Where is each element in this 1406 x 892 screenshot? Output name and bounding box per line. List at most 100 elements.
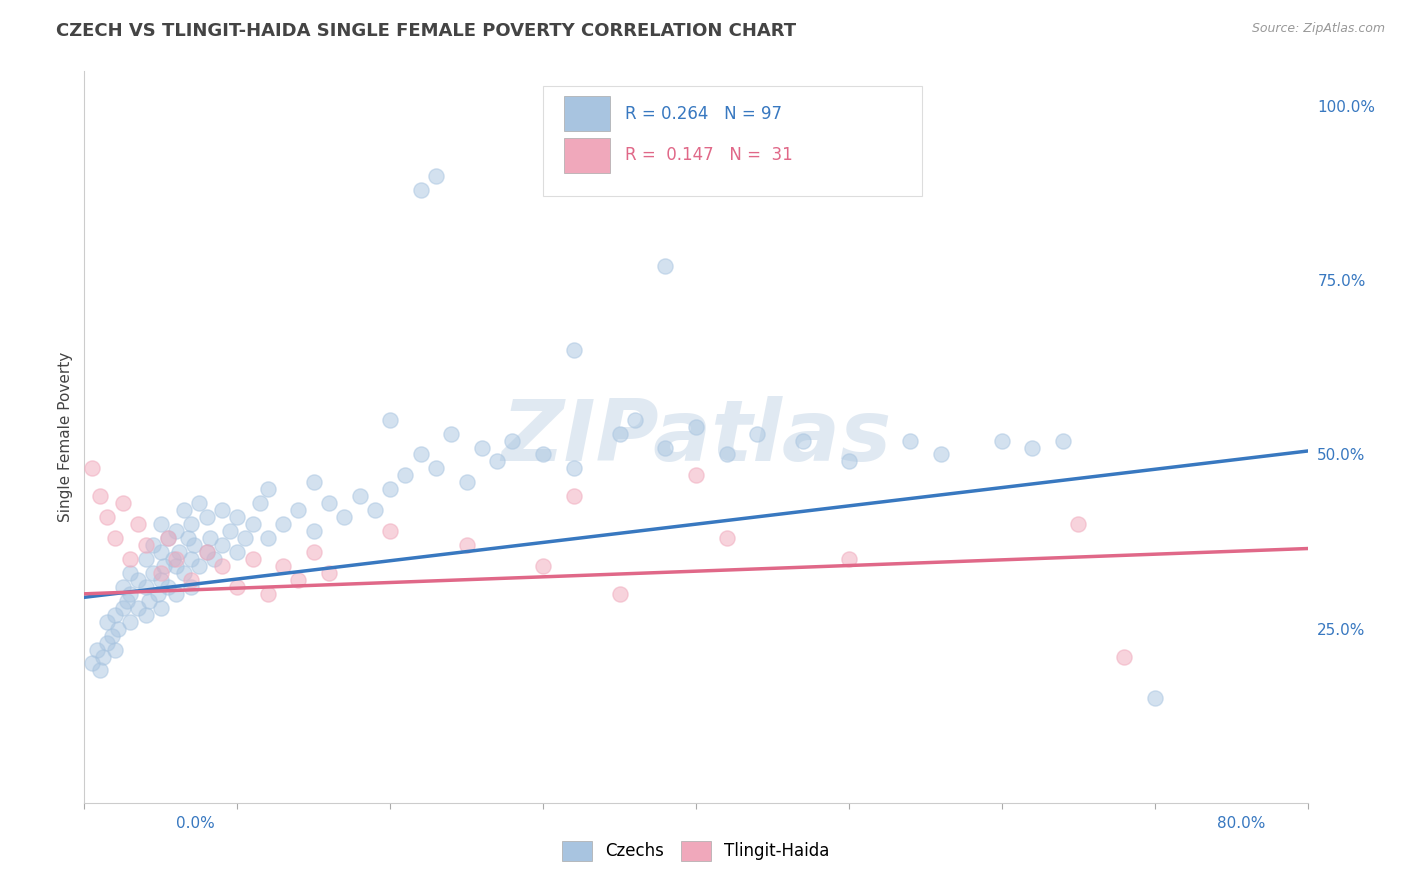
Point (177, 531, 200, 545)
Point (333, 510, 356, 524)
Point (157, 531, 180, 545)
Point (302, 524, 325, 538)
Point (188, 558, 211, 573)
Point (218, 524, 240, 538)
Point (257, 587, 280, 601)
Point (211, 538, 233, 552)
Text: ZIPatlas: ZIPatlas (501, 395, 891, 479)
Point (1021, 441, 1043, 455)
Point (486, 454, 509, 468)
FancyBboxPatch shape (543, 86, 922, 195)
Point (142, 538, 165, 552)
Point (716, 531, 738, 545)
Point (685, 419, 707, 434)
Point (624, 412, 647, 426)
Point (562, 461, 585, 475)
Point (135, 580, 157, 594)
Point (287, 573, 309, 587)
Point (120, 566, 142, 580)
Point (502, 434, 524, 448)
Point (898, 434, 921, 448)
Point (111, 496, 134, 510)
Point (153, 558, 176, 573)
Point (120, 587, 142, 601)
Point (287, 503, 309, 517)
Point (180, 517, 202, 532)
Point (104, 607, 127, 622)
Point (1114, 649, 1136, 664)
Point (249, 496, 271, 510)
Point (257, 483, 280, 497)
Text: R = 0.264   N = 97: R = 0.264 N = 97 (626, 104, 782, 123)
Point (135, 607, 157, 622)
Point (211, 558, 233, 573)
Point (195, 510, 218, 524)
Point (127, 573, 149, 587)
Point (149, 517, 172, 532)
Point (792, 434, 814, 448)
Point (167, 545, 190, 559)
Point (107, 622, 129, 636)
Point (96, 635, 118, 649)
Point (456, 538, 478, 552)
Point (440, 426, 463, 441)
Point (562, 489, 585, 503)
Text: 0.0%: 0.0% (176, 816, 215, 831)
FancyBboxPatch shape (564, 96, 610, 131)
Point (149, 600, 172, 615)
Point (380, 524, 402, 538)
Point (198, 531, 221, 545)
Point (104, 642, 127, 657)
Point (127, 517, 149, 532)
Point (425, 169, 447, 183)
Point (271, 558, 294, 573)
Point (180, 552, 202, 566)
Point (1143, 691, 1166, 706)
Point (120, 552, 142, 566)
Point (157, 531, 180, 545)
Point (838, 454, 860, 468)
Point (86, 642, 108, 657)
Point (456, 475, 478, 490)
FancyBboxPatch shape (564, 138, 610, 173)
Point (242, 552, 264, 566)
Point (96, 615, 118, 629)
Point (188, 496, 211, 510)
Point (242, 517, 264, 532)
Point (142, 566, 165, 580)
Point (146, 587, 169, 601)
Point (89, 489, 111, 503)
Point (138, 594, 160, 608)
Legend: Czechs, Tlingit-Haida: Czechs, Tlingit-Haida (555, 834, 837, 868)
Point (425, 461, 447, 475)
Point (195, 545, 218, 559)
Point (1052, 434, 1074, 448)
Point (716, 448, 738, 462)
Point (180, 573, 202, 587)
Text: CZECH VS TLINGIT-HAIDA SINGLE FEMALE POVERTY CORRELATION CHART: CZECH VS TLINGIT-HAIDA SINGLE FEMALE POV… (56, 22, 796, 40)
Point (211, 503, 233, 517)
Point (165, 558, 187, 573)
Point (173, 503, 195, 517)
Point (838, 552, 860, 566)
Point (654, 441, 676, 455)
Point (318, 496, 340, 510)
Point (271, 517, 294, 532)
Point (120, 615, 142, 629)
Point (135, 552, 157, 566)
Point (111, 580, 134, 594)
Point (80, 461, 103, 475)
Point (91, 649, 114, 664)
Point (115, 594, 138, 608)
Point (257, 531, 280, 545)
Text: 80.0%: 80.0% (1218, 816, 1265, 831)
Point (654, 260, 676, 274)
Point (226, 580, 249, 594)
Point (531, 558, 554, 573)
Point (380, 412, 402, 426)
Point (929, 448, 952, 462)
Point (991, 434, 1014, 448)
Point (180, 580, 202, 594)
Point (349, 489, 371, 503)
Point (226, 545, 249, 559)
